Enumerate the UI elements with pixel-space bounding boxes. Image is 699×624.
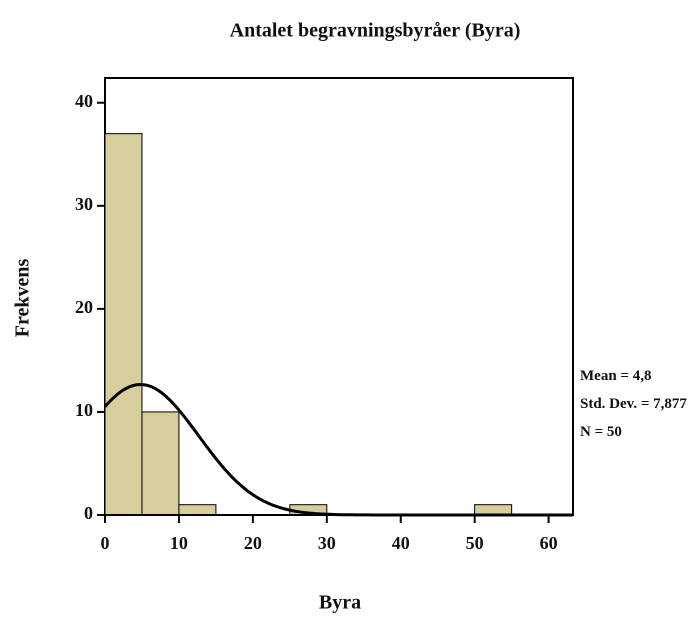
bar [104,133,143,516]
plot-frame [104,77,574,516]
y-tick-label: 40 [75,91,93,111]
y-axis-label: Frekvens [12,259,34,338]
y-tick-label: 0 [84,503,93,523]
y-tick-label: 30 [75,194,93,214]
x-tick-label: 50 [466,533,484,553]
x-tick-label: 10 [170,533,188,553]
bar [141,411,180,516]
stat-n: N = 50 [580,424,622,440]
bar [474,504,513,516]
chart-title: Antalet begravningsbyråer (Byra) [230,20,521,42]
stat-mean: Mean = 4,8 [580,368,652,384]
x-tick-label: 20 [244,533,262,553]
y-tick-label: 10 [75,400,93,420]
x-tick-label: 30 [318,533,336,553]
x-axis-label: Byra [319,592,361,614]
bar [178,504,217,516]
stats: Mean = 4,8 Std. Dev. = 7,877 N = 50 [580,362,696,446]
y-tick-label: 20 [75,297,93,317]
x-tick-label: 40 [392,533,410,553]
stat-sd: Std. Dev. = 7,877 [580,396,687,412]
x-tick-label: 60 [540,533,558,553]
x-tick-label: 0 [101,533,110,553]
